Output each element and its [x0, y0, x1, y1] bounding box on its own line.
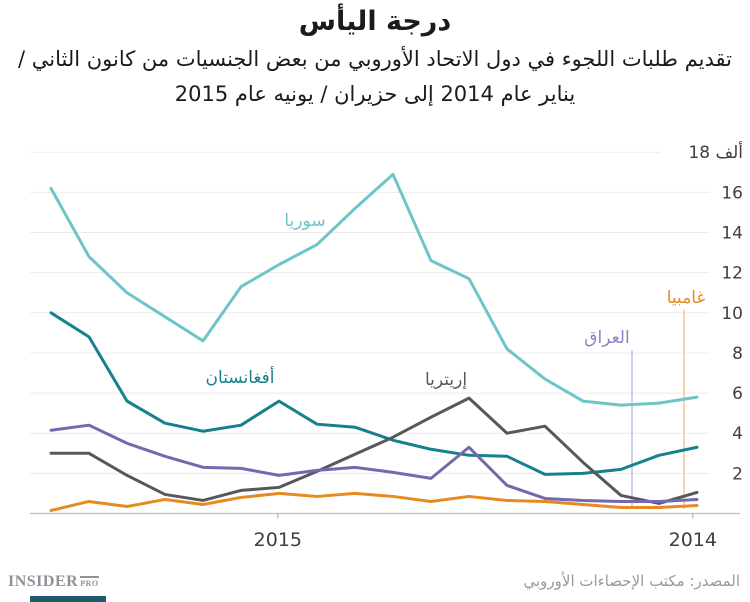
series-label-syria: سوريا [284, 211, 326, 231]
chart-subtitle-line-1: تقديم طلبات اللجوء في دول الاتحاد الأورو… [18, 47, 732, 71]
y-axis-tick-label: 2 [732, 464, 743, 484]
y-axis-tick-label: 8 [732, 344, 743, 364]
y-axis-tick-label: 6 [732, 384, 743, 404]
series-label-iraq: العراق [584, 328, 630, 348]
page-title: درجة اليأس [298, 6, 452, 37]
syria-line [49, 172, 699, 407]
iraq-line [49, 423, 699, 503]
x-axis-tick-label: 2015 [254, 529, 302, 551]
x-axis-tick-label: 2014 [669, 529, 717, 551]
series-label-eritrea: إريتريا [424, 370, 468, 390]
chart-subtitle-line-2: يناير عام 2014 إلى حزيران / يونيه عام 20… [174, 82, 576, 106]
y-axis-tick-label: 14 [721, 224, 743, 244]
logo-suffix: PRO [80, 576, 99, 588]
series-label-gambia: غامبيا [666, 288, 706, 308]
gambia-line [49, 491, 699, 512]
logo-text: INSIDER [8, 573, 79, 590]
series-label-afghanistan: أفغانستان [205, 368, 275, 388]
y-axis-tick-label: 10 [721, 304, 743, 324]
eritrea-line [49, 396, 699, 505]
insider-pro-logo: INSIDER PRO [8, 573, 99, 591]
y-axis-tick-label: 16 [721, 183, 743, 203]
bottom-bar-decoration [30, 596, 106, 602]
source-credit: المصدر: مكتب الإحصاءات الأوروبي [523, 572, 740, 590]
y-axis-tick-label: 18 ألف [688, 141, 743, 163]
afghanistan-line [49, 311, 699, 476]
y-axis-tick-label: 12 [721, 264, 743, 284]
y-axis-tick-label: 4 [732, 424, 743, 444]
